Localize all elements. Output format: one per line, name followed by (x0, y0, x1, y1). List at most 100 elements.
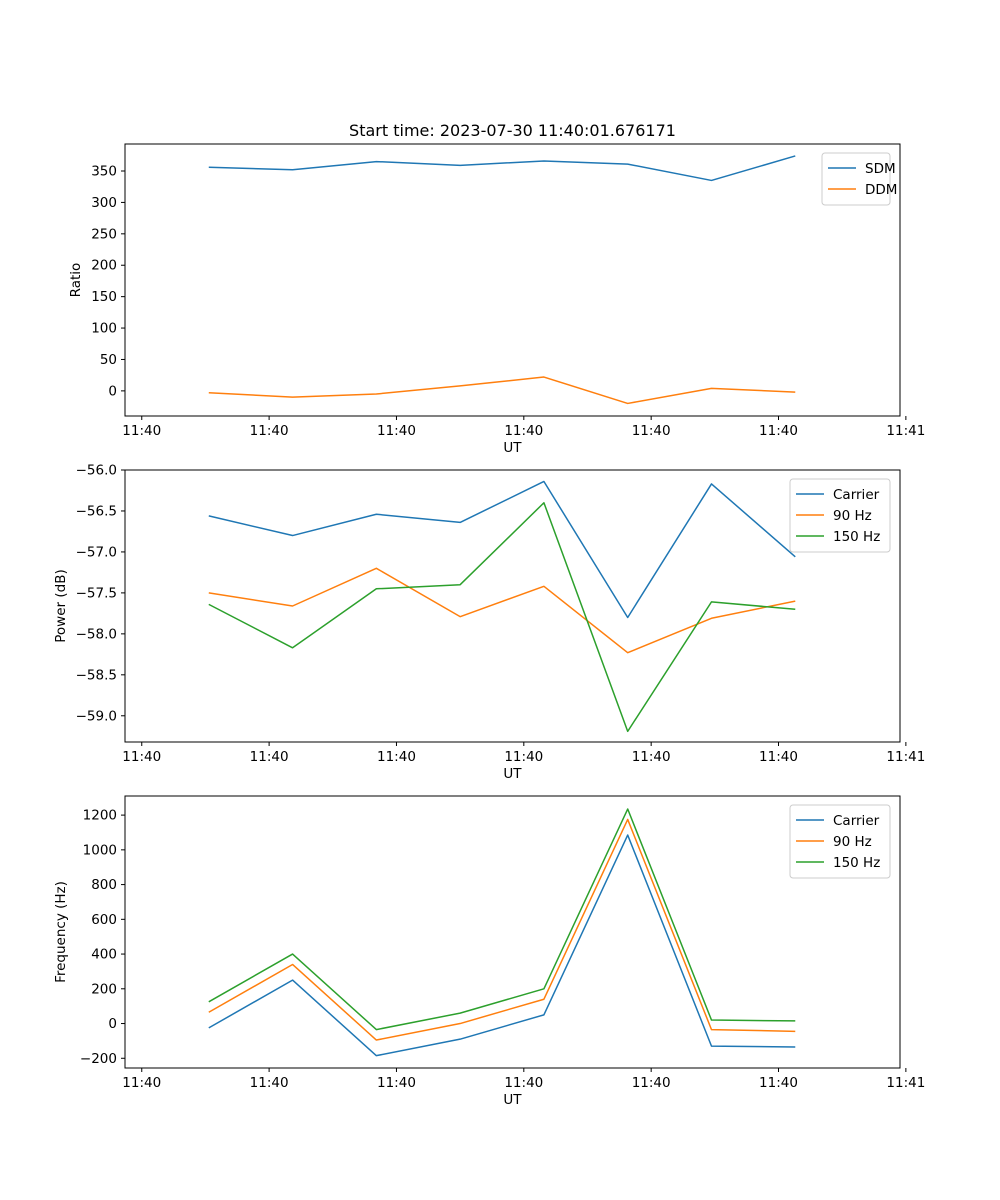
data-point (207, 603, 210, 606)
data-point (375, 1054, 378, 1057)
data-point (710, 600, 713, 603)
x-tick-label: 11:41 (886, 749, 925, 765)
y-tick-label: 0 (108, 383, 117, 399)
data-point (459, 164, 462, 167)
x-tick-label: 11:40 (504, 1075, 543, 1091)
series-line-carrier (208, 834, 796, 1057)
x-tick-label: 11:40 (377, 423, 416, 439)
x-tick-label: 11:40 (122, 1075, 161, 1091)
y-tick-label: 50 (100, 352, 117, 368)
data-point (542, 480, 545, 483)
legend-frame (789, 478, 891, 553)
data-point (291, 646, 294, 649)
data-point (207, 514, 210, 517)
data-point (626, 818, 629, 821)
data-point (794, 600, 797, 603)
data-point (291, 168, 294, 171)
y-tick-label: 800 (91, 877, 117, 893)
x-tick-label: 11:40 (250, 423, 289, 439)
legend-label: Carrier (833, 487, 880, 503)
series-line-90-hz (208, 818, 796, 1041)
data-point (375, 567, 378, 570)
data-point (710, 482, 713, 485)
legend-frame (821, 152, 891, 206)
chart-panel-1: 11:40 11:40 11:40 11:40 11:40 11:40 11:41 0 50 10… (68, 143, 925, 456)
series-line-carrier (208, 480, 796, 619)
y-tick-label: 150 (91, 289, 117, 305)
x-axis-label: UT (503, 766, 522, 782)
y-tick-label: 300 (91, 195, 117, 211)
legend-label: 90 Hz (833, 508, 872, 524)
x-tick-label: 11:40 (759, 749, 798, 765)
data-point (794, 608, 797, 611)
legend: SDM DDM (821, 152, 897, 206)
y-tick-label: 400 (91, 947, 117, 963)
data-point (542, 376, 545, 379)
legend-label: 150 Hz (833, 855, 880, 871)
chart-panels: 11:40 11:40 11:40 11:40 11:40 11:40 11:41 0 50 10… (53, 143, 925, 1108)
data-point (207, 166, 210, 169)
x-tick-label: 11:41 (886, 423, 925, 439)
plot-area-frame (124, 143, 901, 417)
y-tick-label: −57.0 (76, 544, 117, 560)
data-point (626, 402, 629, 405)
legend-label: 90 Hz (833, 834, 872, 850)
data-point (542, 1013, 545, 1016)
data-point (542, 159, 545, 162)
data-point (459, 1022, 462, 1025)
data-point (375, 393, 378, 396)
data-point (207, 1011, 210, 1014)
data-point (459, 1012, 462, 1015)
y-axis-label: Frequency (Hz) (53, 881, 69, 983)
x-tick-label: 11:40 (632, 1075, 671, 1091)
y-tick-label: 600 (91, 912, 117, 928)
y-axis-label: Ratio (68, 263, 84, 298)
data-point (291, 963, 294, 966)
x-tick-label: 11:40 (759, 423, 798, 439)
data-point (207, 1000, 210, 1003)
legend-label: DDM (865, 182, 897, 198)
data-point (459, 521, 462, 524)
x-tick-label: 11:40 (250, 749, 289, 765)
y-axis-label: Power (dB) (53, 569, 69, 642)
legend-label: Carrier (833, 813, 880, 829)
data-point (626, 163, 629, 166)
data-point (459, 615, 462, 618)
data-point (375, 587, 378, 590)
data-point (710, 387, 713, 390)
y-tick-label: 200 (91, 981, 117, 997)
data-point (710, 179, 713, 182)
legend: Carrier 90 Hz 150 Hz (789, 804, 891, 879)
x-tick-label: 11:40 (122, 423, 161, 439)
data-point (291, 605, 294, 608)
y-tick-label: −200 (80, 1051, 117, 1067)
data-point (291, 534, 294, 537)
data-point (542, 501, 545, 504)
series-line-sdm (208, 155, 796, 182)
legend-label: 150 Hz (833, 529, 880, 545)
x-tick-label: 11:40 (122, 749, 161, 765)
y-tick-label: 100 (91, 321, 117, 337)
y-tick-label: −57.5 (76, 585, 117, 601)
x-tick-label: 11:40 (632, 749, 671, 765)
data-point (207, 591, 210, 594)
data-point (794, 1030, 797, 1033)
legend-label: SDM (865, 161, 896, 177)
legend-frame (789, 804, 891, 879)
x-tick-label: 11:40 (377, 1075, 416, 1091)
data-point (626, 808, 629, 811)
data-point (207, 391, 210, 394)
data-point (375, 160, 378, 163)
x-tick-label: 11:41 (886, 1075, 925, 1091)
y-tick-label: 250 (91, 226, 117, 242)
data-point (710, 1028, 713, 1031)
x-tick-label: 11:40 (504, 749, 543, 765)
y-tick-label: 1000 (83, 842, 117, 858)
data-point (626, 651, 629, 654)
data-point (794, 154, 797, 157)
y-tick-label: 200 (91, 258, 117, 274)
data-point (542, 585, 545, 588)
data-point (710, 1019, 713, 1022)
data-point (794, 1045, 797, 1048)
